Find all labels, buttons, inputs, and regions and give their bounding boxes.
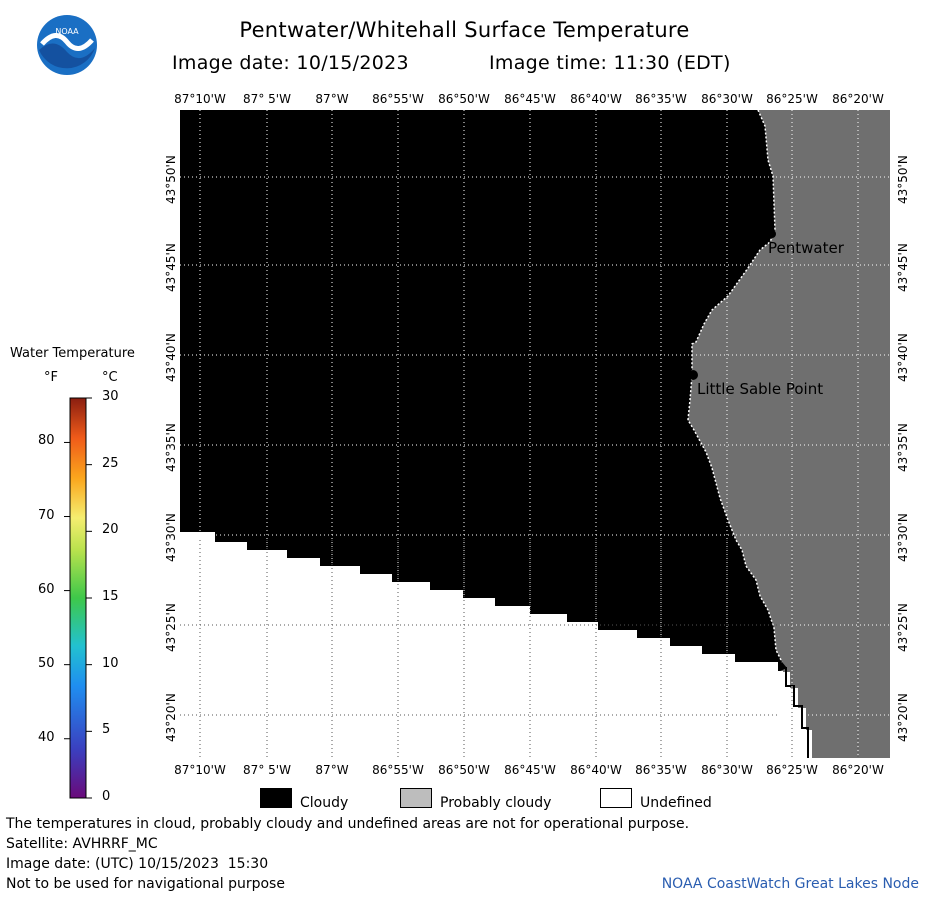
map-area: Pentwater Little Sable Point [180,110,890,758]
lon-label: 87° 5'W [243,763,291,777]
lat-label: 43°45'N [164,243,178,292]
unit-f: °F [44,370,58,385]
satellite-text: Satellite: AVHRRF_MC [6,836,158,852]
lon-label: 87°10'W [174,92,226,106]
lon-label: 86°55'W [372,763,424,777]
lon-label: 87°10'W [174,763,226,777]
celsius-label: 5 [102,722,111,738]
legend-undefined: Undefined [640,795,712,811]
fahrenheit-label: 60 [38,581,55,597]
lon-label: 87°W [315,763,349,777]
celsius-label: 15 [102,589,119,604]
lon-label: 87° 5'W [243,92,291,106]
lon-label: 86°30'W [701,92,753,106]
credit-text: NOAA CoastWatch Great Lakes Node [661,876,919,892]
lon-label: 86°25'W [766,92,818,106]
lon-label: 86°50'W [438,763,490,777]
lon-label: 87°W [315,92,349,106]
legend-swatch-cloudy [260,788,292,808]
legend-cloudy: Cloudy [300,795,349,811]
celsius-label: 0 [102,789,111,804]
logo-text: NOAA [55,27,79,36]
fahrenheit-label: 70 [38,507,55,523]
fahrenheit-label: 40 [38,729,55,745]
disclaimer-text: The temperatures in cloud, probably clou… [6,816,690,832]
lon-label: 86°25'W [766,763,818,777]
lon-label: 86°20'W [832,92,884,106]
lat-label: 43°35'N [896,423,910,472]
lon-label: 86°35'W [635,92,687,106]
celsius-label: 10 [102,655,119,671]
celsius-label: 30 [102,389,119,404]
celsius-label: 20 [102,522,119,538]
place-pentwater: Pentwater [768,239,845,257]
lat-label: 43°45'N [896,243,910,292]
lon-label: 86°45'W [504,763,556,777]
unit-c: °C [102,370,118,385]
little-sable-point-marker [688,370,698,380]
lon-label: 86°50'W [438,92,490,106]
lon-label: 86°40'W [570,92,622,106]
legend-swatch-undefined [600,788,632,808]
color-scale-title: Water Temperature [10,346,135,361]
lon-label: 86°20'W [832,763,884,777]
pentwater-marker [768,230,776,238]
lat-label: 43°40'N [896,333,910,382]
lat-label: 43°35'N [164,423,178,472]
grid-lines [180,110,890,758]
lat-label: 43°40'N [164,333,178,382]
lat-label: 43°30'N [164,513,178,562]
lat-label: 43°20'N [896,693,910,742]
lat-label: 43°50'N [164,155,178,204]
lon-label: 86°55'W [372,92,424,106]
legend-swatch-probably-cloudy [400,788,432,808]
lon-label: 86°40'W [570,763,622,777]
lat-label: 43°50'N [896,155,910,204]
lat-label: 43°30'N [896,513,910,562]
lon-label: 86°35'W [635,763,687,777]
lat-label: 43°20'N [164,693,178,742]
lat-label: 43°25'N [896,603,910,652]
lat-label: 43°25'N [164,603,178,652]
color-scale-bar [64,397,92,799]
coastline [780,667,809,758]
lon-label: 86°30'W [701,763,753,777]
undefined-region [180,532,812,758]
image-time: Image time: 11:30 (EDT) [489,52,731,74]
image-date: Image date: 10/15/2023 [172,52,409,74]
celsius-label: 25 [102,455,119,471]
noaa-logo: NOAA [37,15,97,75]
nav-warning-text: Not to be used for navigational purpose [6,876,285,892]
map-title: Pentwater/Whitehall Surface Temperature [239,18,690,42]
fahrenheit-label: 80 [38,433,55,449]
lon-label: 86°45'W [504,92,556,106]
legend-probably-cloudy: Probably cloudy [440,795,552,811]
fahrenheit-label: 50 [38,655,55,671]
utc-date-text: Image date: (UTC) 10/15/2023 15:30 [6,856,269,872]
place-little-sable-point: Little Sable Point [697,380,823,398]
